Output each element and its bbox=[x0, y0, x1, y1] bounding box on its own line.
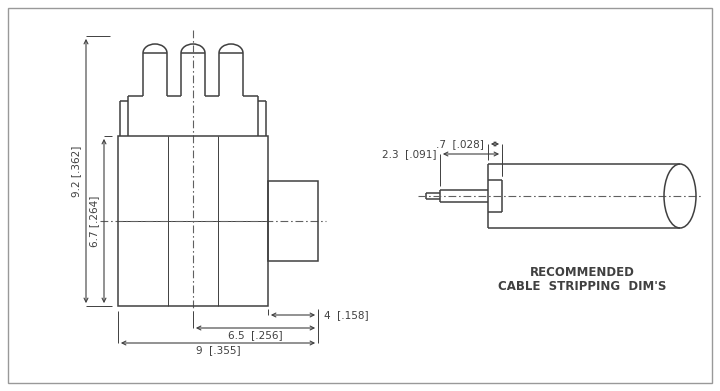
Text: 2.3  [.091]: 2.3 [.091] bbox=[382, 149, 436, 159]
Text: 9  [.355]: 9 [.355] bbox=[196, 345, 240, 355]
Text: 6.5  [.256]: 6.5 [.256] bbox=[228, 330, 283, 340]
Bar bbox=[118, 136, 268, 306]
Text: 9.2 [.362]: 9.2 [.362] bbox=[71, 145, 81, 197]
Text: CABLE  STRIPPING  DIM'S: CABLE STRIPPING DIM'S bbox=[498, 280, 666, 294]
Bar bbox=[268, 181, 318, 261]
Text: .7  [.028]: .7 [.028] bbox=[436, 139, 484, 149]
Text: 6.7 [.264]: 6.7 [.264] bbox=[89, 196, 99, 247]
Text: 4  [.158]: 4 [.158] bbox=[324, 310, 369, 320]
Text: RECOMMENDED: RECOMMENDED bbox=[530, 267, 634, 280]
